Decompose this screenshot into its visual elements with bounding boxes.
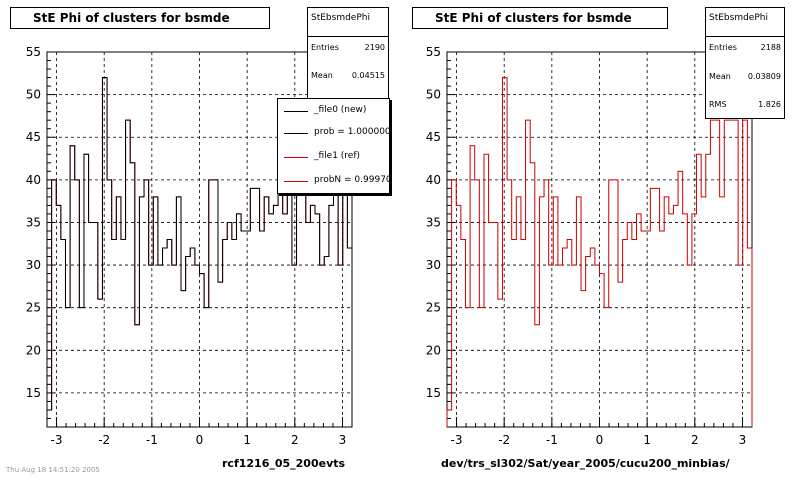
- y-tick-label: 20: [426, 343, 441, 357]
- legend-swatch: [284, 111, 308, 112]
- y-tick-label: 50: [26, 88, 41, 102]
- legend-swatch: [284, 181, 308, 182]
- stats-name: StEbsmdePhi: [709, 13, 768, 23]
- chart-title-left: StE Phi of clusters for bsmde: [10, 7, 270, 29]
- y-tick-label: 35: [426, 215, 441, 229]
- legend-item-probn: probN = 0.99970: [278, 171, 390, 191]
- y-tick-label: 45: [426, 130, 441, 144]
- stats-value-entries: 2188: [760, 43, 781, 52]
- y-tick-label: 25: [26, 301, 41, 315]
- y-tick-label: 20: [26, 343, 41, 357]
- stats-label-mean: Mean: [311, 71, 333, 80]
- x-tick-label: 0: [196, 433, 204, 447]
- legend-item-file1: _file1 (ref): [278, 147, 389, 167]
- x-tick-label: -1: [146, 433, 158, 447]
- stats-box-right: StEbsmdePhi Entries 2188 Mean 0.03809 RM…: [705, 7, 785, 119]
- x-tick-label: -1: [546, 433, 558, 447]
- y-tick-label: 30: [26, 258, 41, 272]
- x-tick-label: 0: [596, 433, 604, 447]
- legend-box: _file0 (new) prob = 1.000000 _file1 (ref…: [277, 98, 390, 194]
- legend-swatch: [284, 133, 308, 134]
- histogram-panel-right: 15 20 25 30 35 40 45 50 55 -3 -2 -1 0 1 2 3: [426, 45, 753, 447]
- stats-row-mean: Mean 0.03809: [709, 72, 781, 84]
- stats-value-mean: 0.04515: [351, 71, 385, 80]
- chart-title-right: StE Phi of clusters for bsmde: [412, 7, 668, 29]
- stats-row-mean: Mean 0.04515: [311, 71, 385, 83]
- stats-row-rms: RMS 1.826: [709, 100, 781, 112]
- legend-label: _file0 (new): [314, 105, 367, 115]
- y-tick-label: 35: [26, 215, 41, 229]
- stats-value-mean: 0.03809: [747, 72, 781, 81]
- x-tick-label: -2: [98, 433, 110, 447]
- x-tick-label: 2: [691, 433, 699, 447]
- x-axis-title-right: dev/trs_sl302/Sat/year_2005/cucu200_minb…: [441, 457, 730, 470]
- x-tick-label: 3: [739, 433, 747, 447]
- y-tick-label: 40: [26, 173, 41, 187]
- stats-value-entries: 2190: [364, 43, 385, 52]
- timestamp: Thu Aug 18 14:51:20 2005: [6, 466, 100, 474]
- y-tick-label: 40: [426, 173, 441, 187]
- stats-name: StEbsmdePhi: [311, 13, 370, 23]
- stats-row-entries: Entries 2188: [709, 43, 781, 55]
- y-tick-label: 30: [426, 258, 441, 272]
- stats-label-entries: Entries: [709, 43, 737, 52]
- stats-label-entries: Entries: [311, 43, 339, 52]
- y-tick-label: 25: [426, 301, 441, 315]
- x-tick-label: 2: [291, 433, 299, 447]
- y-tick-label: 55: [426, 45, 441, 59]
- x-tick-label: -2: [498, 433, 510, 447]
- y-tick-label: 45: [26, 130, 41, 144]
- y-tick-label: 15: [426, 386, 441, 400]
- x-tick-label: 3: [339, 433, 347, 447]
- stats-divider: [308, 36, 388, 37]
- stats-divider: [706, 36, 784, 37]
- stats-value-rms: 1.826: [758, 100, 781, 109]
- legend-label: prob = 1.000000: [314, 127, 390, 137]
- legend-item-file0: _file0 (new): [278, 101, 389, 121]
- x-tick-label: -3: [451, 433, 463, 447]
- legend-label: _file1 (ref): [314, 151, 361, 161]
- y-tick-label: 55: [26, 45, 41, 59]
- stats-label-mean: Mean: [709, 72, 731, 81]
- legend-label: probN = 0.99970: [314, 175, 390, 185]
- y-tick-label: 50: [426, 88, 441, 102]
- stats-box-left: StEbsmdePhi Entries 2190 Mean 0.04515: [307, 7, 389, 99]
- legend-swatch: [284, 157, 308, 158]
- x-tick-label: 1: [243, 433, 251, 447]
- legend-item-prob: prob = 1.000000: [278, 123, 390, 143]
- y-tick-label: 15: [26, 386, 41, 400]
- x-tick-label: 1: [643, 433, 651, 447]
- x-axis-title-left: rcf1216_05_200evts: [222, 457, 346, 470]
- stats-label-rms: RMS: [709, 100, 727, 109]
- x-tick-label: -3: [51, 433, 63, 447]
- histogram-series-1: [446, 77, 753, 427]
- stats-row-entries: Entries 2190: [311, 43, 385, 55]
